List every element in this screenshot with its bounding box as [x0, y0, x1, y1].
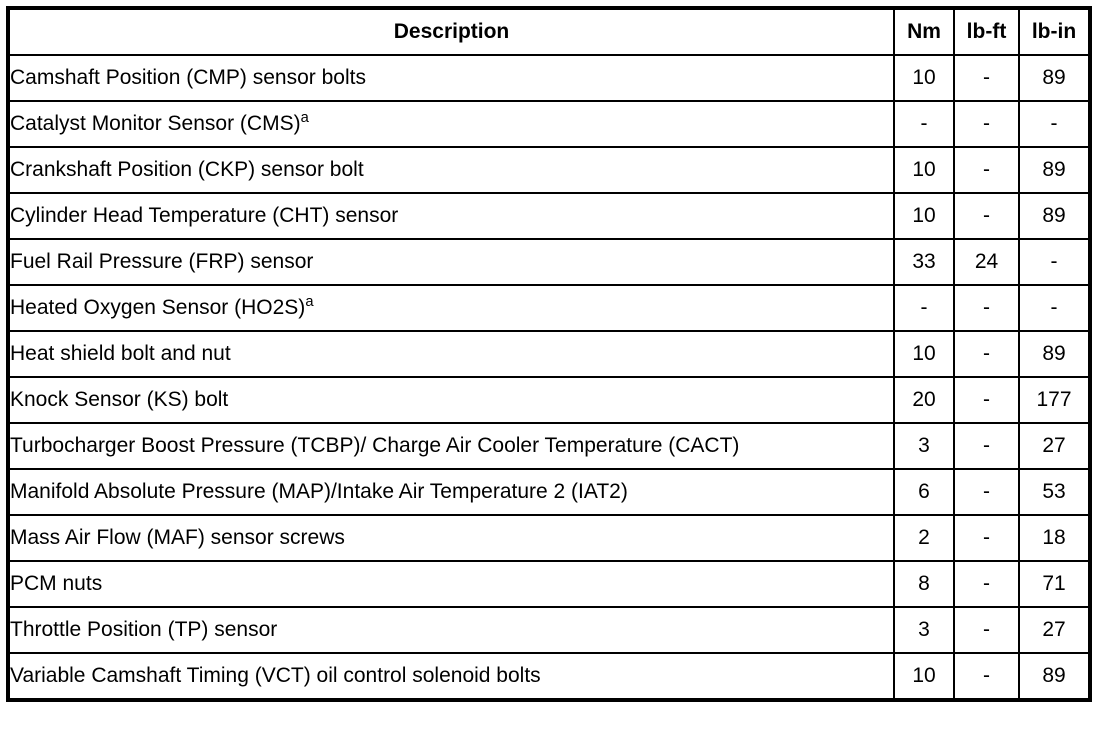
table-body: Camshaft Position (CMP) sensor bolts 10-8…: [7, 54, 1091, 701]
nm-value-cell: 10: [893, 192, 955, 240]
column-header-lbft: lb-ft: [953, 7, 1020, 56]
lbin-value-cell: -: [1018, 284, 1091, 332]
description-cell: Mass Air Flow (MAF) sensor screws: [7, 514, 895, 562]
column-header-lbin: lb-in: [1018, 7, 1091, 56]
nm-value-cell: 10: [893, 54, 955, 102]
description-cell: Variable Camshaft Timing (VCT) oil contr…: [7, 652, 895, 701]
lbft-value-cell: -: [953, 652, 1020, 701]
nm-value-cell: 10: [893, 330, 955, 378]
lbin-value-cell: 177: [1018, 376, 1091, 424]
nm-value-cell: 3: [893, 606, 955, 654]
torque-spec-table: Description Nm lb-ft lb-in Camshaft Posi…: [6, 6, 1092, 702]
table-row: Mass Air Flow (MAF) sensor screws 2-18: [7, 514, 1091, 562]
lbft-value-cell: -: [953, 560, 1020, 608]
lbft-value-cell: -: [953, 146, 1020, 194]
description-cell: Throttle Position (TP) sensor: [7, 606, 895, 654]
lbin-value-cell: 89: [1018, 54, 1091, 102]
lbin-value-cell: -: [1018, 100, 1091, 148]
lbft-value-cell: -: [953, 514, 1020, 562]
nm-value-cell: -: [893, 100, 955, 148]
lbft-value-cell: -: [953, 606, 1020, 654]
table-row: Crankshaft Position (CKP) sensor bolt 10-…: [7, 146, 1091, 194]
lbin-value-cell: 71: [1018, 560, 1091, 608]
nm-value-cell: 6: [893, 468, 955, 516]
table-row: Heat shield bolt and nut 10-89: [7, 330, 1091, 378]
column-header-nm: Nm: [893, 7, 955, 56]
description-cell: Cylinder Head Temperature (CHT) sensor: [7, 192, 895, 240]
lbin-value-cell: 27: [1018, 422, 1091, 470]
table-row: Manifold Absolute Pressure (MAP)/Intake …: [7, 468, 1091, 516]
lbin-value-cell: 89: [1018, 330, 1091, 378]
nm-value-cell: 8: [893, 560, 955, 608]
table-row: Fuel Rail Pressure (FRP) sensor 33 24-: [7, 238, 1091, 286]
footnote-marker: a: [300, 110, 309, 127]
description-cell: Heated Oxygen Sensor (HO2S)a: [7, 284, 895, 332]
nm-value-cell: 2: [893, 514, 955, 562]
description-cell: Manifold Absolute Pressure (MAP)/Intake …: [7, 468, 895, 516]
table-row: Knock Sensor (KS) bolt 20-177: [7, 376, 1091, 424]
table-row: Variable Camshaft Timing (VCT) oil contr…: [7, 652, 1091, 701]
lbft-value-cell: -: [953, 192, 1020, 240]
lbin-value-cell: 89: [1018, 192, 1091, 240]
lbin-value-cell: -: [1018, 238, 1091, 286]
nm-value-cell: 10: [893, 146, 955, 194]
description-cell: Turbocharger Boost Pressure (TCBP)/ Char…: [7, 422, 895, 470]
lbft-value-cell: -: [953, 284, 1020, 332]
lbft-value-cell: -: [953, 422, 1020, 470]
lbin-value-cell: 89: [1018, 146, 1091, 194]
header-row: Description Nm lb-ft lb-in: [7, 7, 1091, 56]
description-cell: Heat shield bolt and nut: [7, 330, 895, 378]
lbin-value-cell: 18: [1018, 514, 1091, 562]
lbin-value-cell: 53: [1018, 468, 1091, 516]
lbin-value-cell: 89: [1018, 652, 1091, 701]
description-cell: Fuel Rail Pressure (FRP) sensor: [7, 238, 895, 286]
description-cell: Crankshaft Position (CKP) sensor bolt: [7, 146, 895, 194]
nm-value-cell: 10: [893, 652, 955, 701]
nm-value-cell: 3: [893, 422, 955, 470]
lbft-value-cell: -: [953, 376, 1020, 424]
nm-value-cell: 20: [893, 376, 955, 424]
lbft-value-cell: -: [953, 330, 1020, 378]
nm-value-cell: -: [893, 284, 955, 332]
table-row: Heated Oxygen Sensor (HO2S)a - - -: [7, 284, 1091, 332]
description-cell: Camshaft Position (CMP) sensor bolts: [7, 54, 895, 102]
nm-value-cell: 33: [893, 238, 955, 286]
table-row: Camshaft Position (CMP) sensor bolts 10-8…: [7, 54, 1091, 102]
column-header-description: Description: [7, 7, 895, 56]
lbft-value-cell: -: [953, 468, 1020, 516]
description-cell: Catalyst Monitor Sensor (CMS)a: [7, 100, 895, 148]
table-row: Cylinder Head Temperature (CHT) sensor 10…: [7, 192, 1091, 240]
table-row: Throttle Position (TP) sensor 3-27: [7, 606, 1091, 654]
lbft-value-cell: 24: [953, 238, 1020, 286]
lbin-value-cell: 27: [1018, 606, 1091, 654]
description-cell: Knock Sensor (KS) bolt: [7, 376, 895, 424]
lbft-value-cell: -: [953, 54, 1020, 102]
table-row: Turbocharger Boost Pressure (TCBP)/ Char…: [7, 422, 1091, 470]
table-row: Catalyst Monitor Sensor (CMS)a - - -: [7, 100, 1091, 148]
table-row: PCM nuts 8-71: [7, 560, 1091, 608]
footnote-marker: a: [305, 294, 314, 311]
description-cell: PCM nuts: [7, 560, 895, 608]
lbft-value-cell: -: [953, 100, 1020, 148]
